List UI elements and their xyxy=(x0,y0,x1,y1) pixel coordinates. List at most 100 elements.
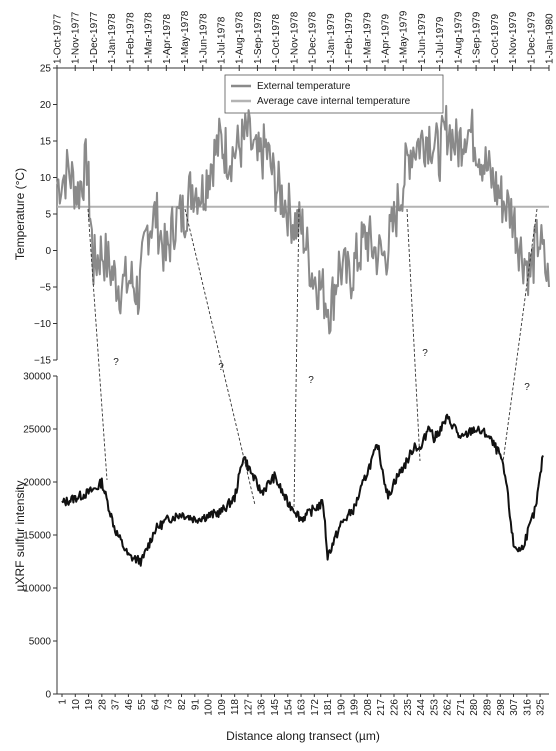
date-tick-label: 1-Apr-1979 xyxy=(381,14,392,64)
date-tick-label: 1-Jan-1979 xyxy=(326,13,337,64)
distance-tick-label: 28 xyxy=(97,699,108,711)
date-tick-label: 1-Sep-1978 xyxy=(253,11,264,64)
date-tick-label: 1-Aug-1979 xyxy=(453,11,464,64)
distance-tick-label: 91 xyxy=(190,699,201,711)
distance-tick-label: 163 xyxy=(297,699,308,716)
distance-tick-label: 307 xyxy=(509,699,520,716)
distance-tick-label: 100 xyxy=(204,699,215,716)
date-tick-label: 1-Nov-1977 xyxy=(71,11,82,64)
temperature-ytick-label: 0 xyxy=(45,246,51,257)
correlation-link xyxy=(502,208,538,463)
date-tick-label: 1-Jan-1978 xyxy=(107,13,118,64)
sulfur-intensity-line xyxy=(61,413,544,567)
distance-tick-label: 145 xyxy=(270,699,281,716)
date-tick-label: 1-Nov-1978 xyxy=(289,11,300,64)
distance-tick-label: 199 xyxy=(350,699,361,716)
temperature-ytick-label: −10 xyxy=(34,319,51,330)
distance-tick-label: 55 xyxy=(137,699,148,711)
date-tick-label: 1-Apr-1978 xyxy=(162,14,173,64)
temperature-ytick-label: −5 xyxy=(40,283,52,294)
temperature-axis-title: Temperature (°C) xyxy=(13,168,27,260)
legend-box xyxy=(224,74,444,114)
sulfur-ytick-label: 0 xyxy=(45,690,51,701)
date-tick-label: 1-Oct-1978 xyxy=(271,14,282,64)
distance-tick-label: 19 xyxy=(84,699,95,711)
distance-tick-label: 154 xyxy=(283,699,294,716)
legend: External temperature Average cave intern… xyxy=(224,74,444,114)
date-tick-label: 1-May-1978 xyxy=(180,10,191,64)
uncertainty-annotation: ? xyxy=(308,375,314,386)
distance-tick-label: 64 xyxy=(150,699,161,711)
uncertainty-annotation: ? xyxy=(113,357,119,368)
distance-tick-label: 280 xyxy=(469,699,480,716)
correlation-link xyxy=(87,208,108,481)
distance-tick-label: 289 xyxy=(482,699,493,716)
uncertainty-annotation: ? xyxy=(524,382,530,393)
sulfur-ytick-label: 25000 xyxy=(23,425,51,436)
date-tick-label: 1-Dec-1977 xyxy=(89,11,100,64)
distance-tick-label: 253 xyxy=(429,699,440,716)
sulfur-axis-title: µXRF sulfur intensity xyxy=(13,481,27,592)
temperature-ytick-label: 5 xyxy=(45,210,51,221)
distance-tick-label: 46 xyxy=(124,699,135,711)
uncertainty-annotation: ? xyxy=(422,348,428,359)
distance-tick-label: 82 xyxy=(177,699,188,711)
distance-tick-label: 37 xyxy=(111,699,122,711)
distance-tick-label: 316 xyxy=(522,699,533,716)
distance-tick-label: 1 xyxy=(58,699,69,705)
date-tick-label: 1-Aug-1978 xyxy=(235,11,246,64)
distance-tick-label: 271 xyxy=(456,699,467,716)
distance-tick-label: 217 xyxy=(376,699,387,716)
sulfur-ytick-label: 5000 xyxy=(29,637,52,648)
uncertainty-annotation: ? xyxy=(218,362,224,373)
distance-tick-label: 208 xyxy=(363,699,374,716)
date-tick-label: 1-Nov-1979 xyxy=(508,11,519,64)
distance-tick-label: 172 xyxy=(310,699,321,716)
sulfur-ytick-label: 20000 xyxy=(23,478,51,489)
date-tick-label: 1-Feb-1978 xyxy=(125,12,136,64)
distance-tick-label: 190 xyxy=(336,699,347,716)
distance-tick-label: 325 xyxy=(536,699,547,716)
date-tick-label: 1-Sep-1979 xyxy=(472,11,483,64)
date-tick-label: 1-Jun-1978 xyxy=(198,13,209,64)
correlation-link xyxy=(293,208,300,509)
date-tick-label: 1-Mar-1978 xyxy=(144,12,155,64)
distance-tick-label: 298 xyxy=(496,699,507,716)
distance-tick-label: 181 xyxy=(323,699,334,716)
date-tick-label: 1-Feb-1979 xyxy=(344,12,355,64)
sulfur-ytick-label: 15000 xyxy=(23,531,51,542)
date-tick-label: 1-Jul-1979 xyxy=(435,16,446,64)
legend-label-external: External temperature xyxy=(257,81,351,92)
distance-tick-label: 235 xyxy=(403,699,414,716)
temperature-ytick-label: 15 xyxy=(40,137,52,148)
temperature-ytick-label: 10 xyxy=(40,173,52,184)
sulfur-ytick-label: 30000 xyxy=(23,372,51,383)
date-tick-label: 1-Mar-1979 xyxy=(362,12,373,64)
date-tick-label: 1-Jan-1980 xyxy=(545,13,556,64)
distance-tick-label: 109 xyxy=(217,699,228,716)
date-tick-label: 1-Jul-1978 xyxy=(217,16,228,64)
date-tick-label: 1-Oct-1977 xyxy=(53,14,64,64)
legend-label-cave: Average cave internal temperature xyxy=(257,96,411,107)
date-tick-label: 1-Dec-1979 xyxy=(526,11,537,64)
sulfur-ytick-label: 10000 xyxy=(23,584,51,595)
distance-axis-title: Distance along transect (µm) xyxy=(226,729,380,743)
distance-tick-label: 244 xyxy=(416,699,427,716)
temperature-ytick-label: 25 xyxy=(40,64,52,75)
date-tick-label: 1-May-1979 xyxy=(399,10,410,64)
distance-tick-label: 136 xyxy=(257,699,268,716)
distance-tick-label: 262 xyxy=(443,699,454,716)
temperature-ytick-label: 20 xyxy=(40,100,52,111)
temperature-ytick-label: −15 xyxy=(34,356,51,367)
distance-tick-label: 226 xyxy=(390,699,401,716)
date-tick-label: 1-Dec-1978 xyxy=(308,11,319,64)
date-tick-label: 1-Oct-1979 xyxy=(490,14,501,64)
correlation-link xyxy=(406,208,421,462)
correlation-link xyxy=(184,208,256,506)
distance-tick-label: 127 xyxy=(243,699,254,716)
external-temperature-line xyxy=(56,104,550,335)
distance-tick-label: 73 xyxy=(164,699,175,711)
